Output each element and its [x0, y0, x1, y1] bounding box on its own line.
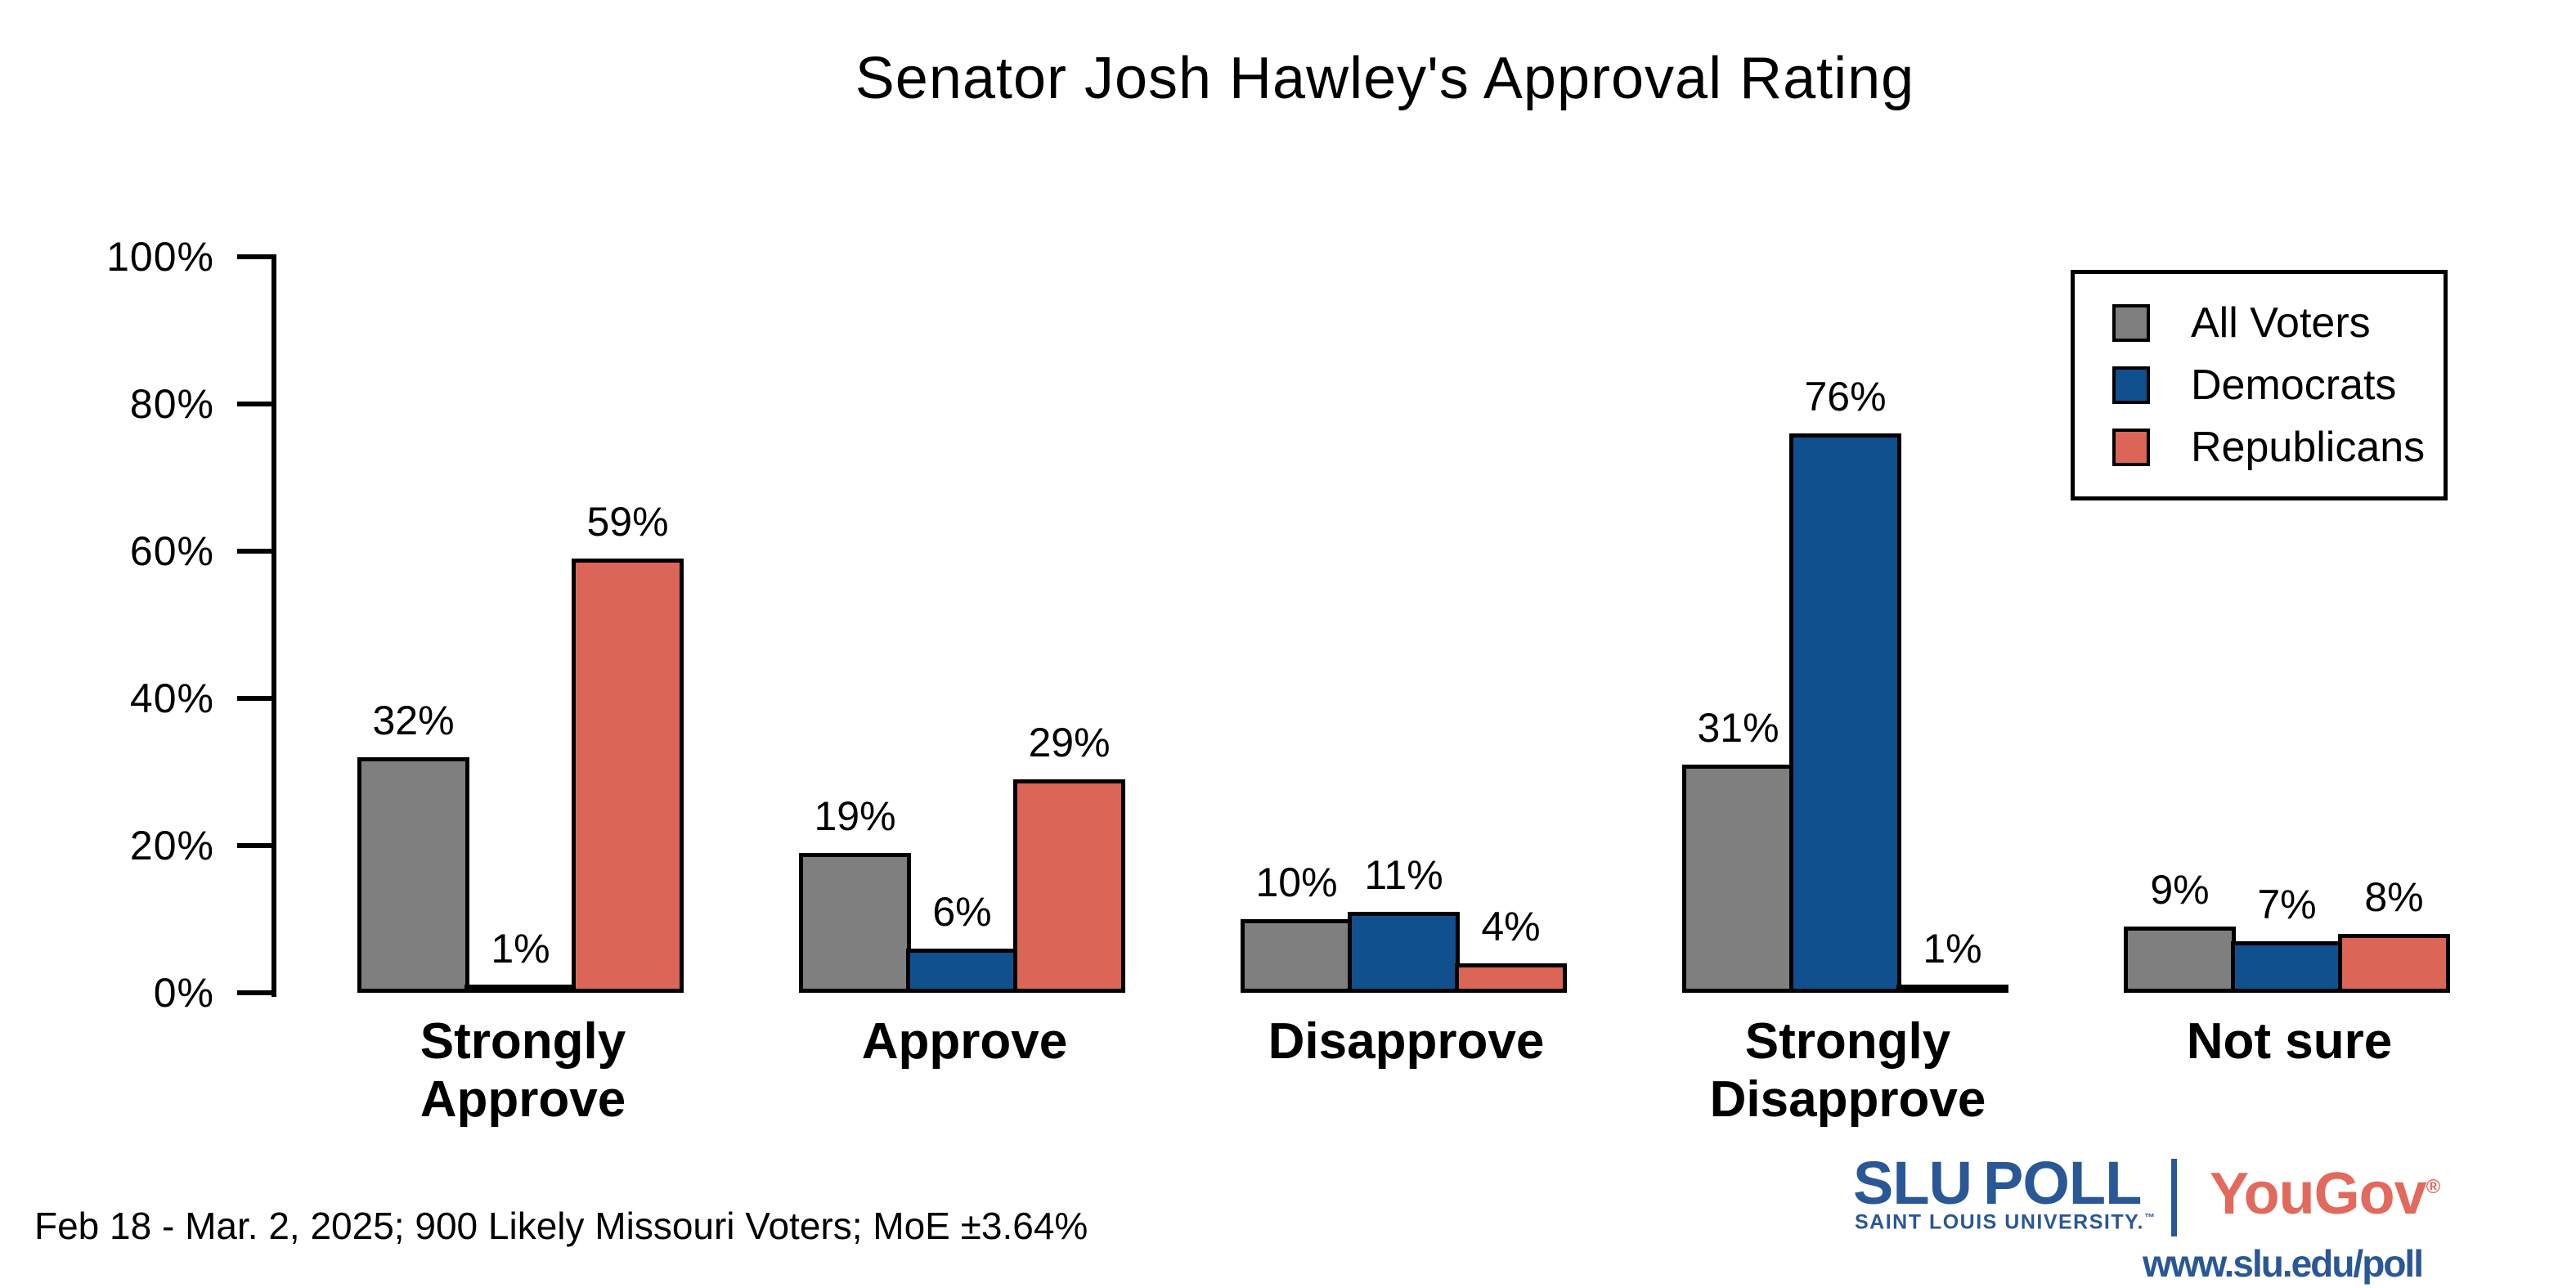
bar-value-label: 11% [1364, 852, 1443, 898]
bar-republicans [1896, 985, 2008, 993]
bar-all-voters [2124, 927, 2236, 993]
y-axis-tick [237, 402, 276, 406]
slu-poll-logo: SLU POLL [1853, 1153, 2142, 1214]
bar-all-voters [357, 757, 469, 993]
category-label: Not sure [2186, 1013, 2393, 1070]
bar-group-not-sure: 9% 7% 8% Not sure [2124, 257, 2455, 1070]
bar-democrats [2231, 941, 2343, 993]
bar-value-label: 10% [1255, 859, 1338, 905]
bar-democrats [464, 985, 577, 993]
y-axis-tick [237, 990, 276, 995]
legend: All Voters Democrats Republicans [2071, 270, 2448, 500]
category-label: Disapprove [1268, 1013, 1545, 1070]
bar-value-label: 6% [932, 889, 992, 935]
bar-all-voters [799, 853, 911, 993]
y-axis-tick [237, 696, 276, 701]
bar-group-strongly-approve: 32% 1% 59% Strongly Approve [357, 257, 689, 1128]
bar-republicans [2338, 934, 2450, 993]
methodology-note: Feb 18 - Mar. 2, 2025; 900 Likely Missou… [34, 1205, 1088, 1247]
legend-item-democrats: Democrats [2112, 364, 2444, 406]
y-axis-line [272, 254, 276, 997]
chart-title: Senator Josh Hawley's Approval Rating [855, 46, 1915, 111]
bar-all-voters [1241, 919, 1353, 993]
bar-value-label: 32% [372, 698, 455, 743]
slu-subtitle: SAINT LOUIS UNIVERSITY.™ [1855, 1212, 2155, 1232]
bar-democrats [906, 949, 1018, 993]
y-axis-tick-label: 60% [129, 528, 214, 574]
category-label: Strongly Approve [420, 1013, 626, 1129]
bar-republicans [1455, 963, 1567, 993]
bar-value-label: 1% [491, 926, 550, 972]
y-axis-tick-label: 80% [129, 381, 214, 427]
slu-poll-url: www.slu.edu/poll [2143, 1242, 2424, 1285]
legend-label: Democrats [2191, 361, 2397, 409]
bar-group-disapprove: 10% 11% 4% Disapprove [1241, 257, 1572, 1070]
bar-value-label: 4% [1481, 904, 1541, 949]
registered-symbol: ® [2426, 1176, 2441, 1198]
bar-value-label: 59% [586, 499, 669, 545]
bar-democrats [1348, 912, 1460, 993]
legend-swatch-democrats [2112, 366, 2150, 404]
yougov-logo: YouGov® [2210, 1165, 2440, 1223]
slu-subtitle-text: SAINT LOUIS UNIVERSITY. [1855, 1210, 2144, 1234]
trademark-symbol: ™ [2143, 1211, 2155, 1223]
y-axis-tick-label: 100% [106, 234, 214, 280]
bar-group-approve: 19% 6% 29% Approve [799, 257, 1130, 1070]
bar-value-label: 76% [1804, 374, 1887, 420]
bar-value-label: 19% [814, 793, 896, 839]
bar-all-voters [1682, 765, 1794, 993]
legend-item-all-voters: All Voters [2112, 302, 2444, 344]
y-axis-tick-label: 20% [129, 823, 214, 868]
category-label: Strongly Disapprove [1709, 1013, 1986, 1129]
poll-logo-word: POLL [1983, 1149, 2142, 1217]
legend-label: Republicans [2191, 424, 2426, 471]
slu-logo-word: SLU [1853, 1149, 1972, 1217]
bar-group-strongly-disapprove: 31% 76% 1% Strongly Disapprove [1682, 257, 2013, 1128]
plot-area: 0% 20% 40% 60% 80% 100% 32% 1% 59% Strongly Appro… [106, 236, 2494, 1128]
y-axis-tick [237, 843, 276, 848]
legend-item-republicans: Republicans [2112, 426, 2444, 469]
y-axis-tick-label: 0% [153, 970, 214, 1016]
yougov-logo-text: YouGov [2210, 1161, 2427, 1227]
y-axis-tick [237, 254, 276, 259]
bar-value-label: 1% [1923, 926, 1982, 972]
y-axis-tick [237, 549, 276, 554]
bar-value-label: 31% [1697, 705, 1779, 751]
bar-republicans [572, 559, 684, 993]
bar-republicans [1013, 779, 1125, 993]
bar-democrats [1789, 433, 1901, 993]
legend-label: All Voters [2191, 299, 2371, 347]
logo-separator [2171, 1159, 2177, 1236]
bar-value-label: 9% [2150, 867, 2210, 913]
legend-swatch-all-voters [2112, 304, 2150, 342]
bar-value-label: 29% [1028, 720, 1111, 765]
legend-swatch-republicans [2112, 429, 2150, 466]
category-label: Approve [861, 1013, 1068, 1070]
bar-value-label: 8% [2364, 874, 2424, 920]
bar-value-label: 7% [2257, 882, 2317, 927]
y-axis-tick-label: 40% [129, 675, 214, 721]
